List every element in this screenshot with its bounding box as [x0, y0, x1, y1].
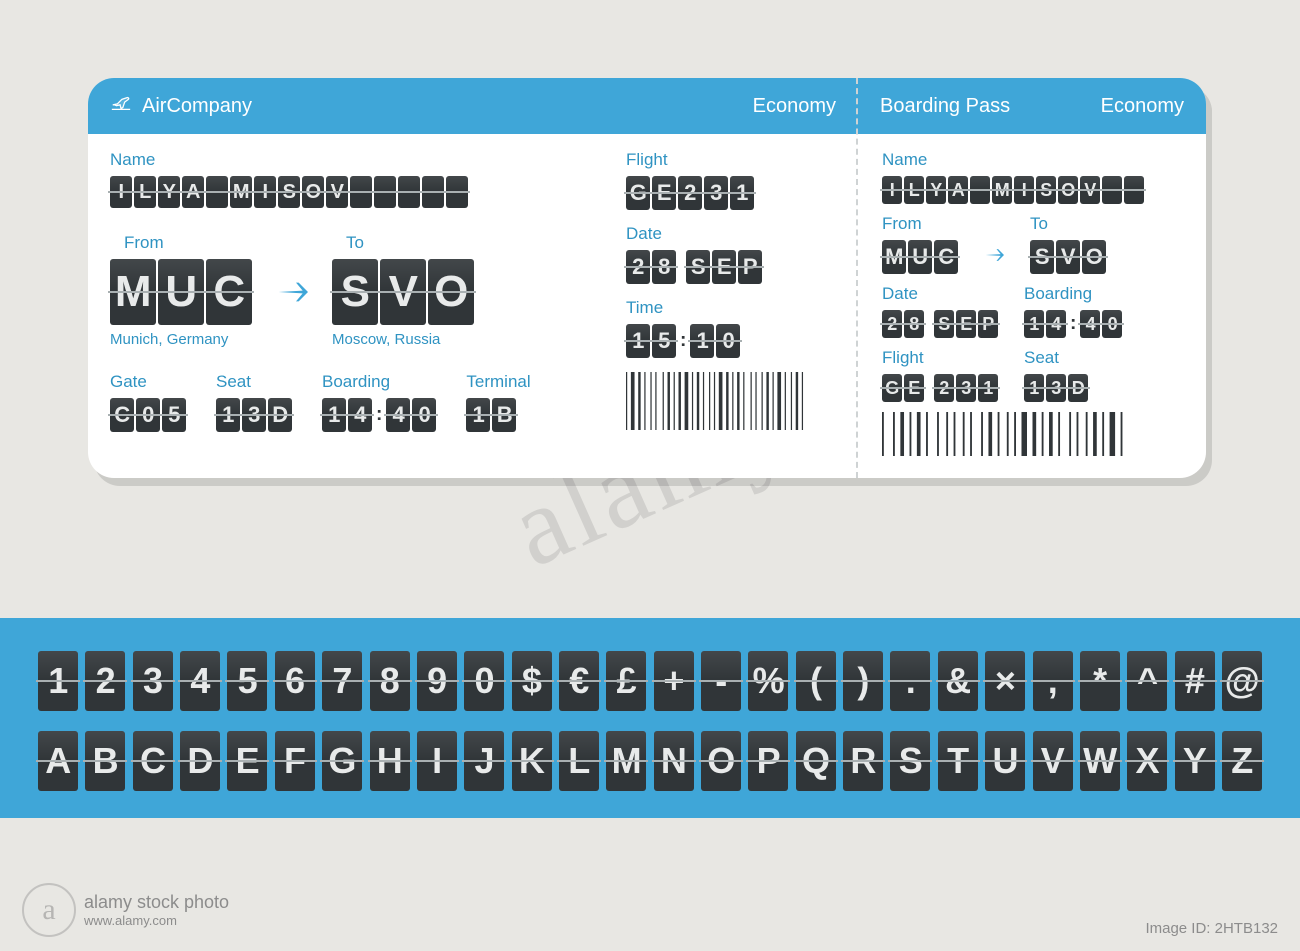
label-terminal: Terminal: [466, 372, 530, 392]
stub-date: 28SEP: [882, 310, 998, 338]
stub-label-name: Name: [882, 150, 1186, 170]
label-from: From: [124, 233, 252, 253]
from-city: Munich, Germany: [110, 331, 252, 348]
stub-label-from: From: [882, 214, 958, 234]
stock-url: www.alamy.com: [84, 913, 229, 928]
canvas: alamy AirCompany Economy Name: [0, 0, 1300, 951]
travel-class: Economy: [753, 95, 836, 118]
flight-value: GE231: [626, 176, 836, 210]
airplane-icon: [276, 259, 308, 325]
stub-airplane-icon: [984, 238, 1004, 272]
alamy-logo-icon: a: [22, 883, 76, 937]
terminal-value: 1B: [466, 398, 530, 432]
label-to: To: [346, 233, 474, 253]
stock-footer-left: a alamy stock photo www.alamy.com: [22, 883, 229, 937]
to-city: Moscow, Russia: [332, 331, 474, 348]
to-code: SVO: [332, 259, 474, 325]
barcode-stub: [882, 412, 1186, 461]
font-specimen-panel: 1234567890$€£+-%().&×,*^#@ ABCDEFGHIJKLM…: [0, 618, 1300, 818]
stock-image-id: Image ID: 2HTB132: [1145, 920, 1278, 937]
label-name: Name: [110, 150, 610, 170]
stock-label: alamy stock photo: [84, 892, 229, 913]
stub-label-boarding: Boarding: [1024, 284, 1122, 304]
from-code: MUC: [110, 259, 252, 325]
boarding-pass: AirCompany Economy Name ILYAMISOV Flig: [88, 78, 1206, 478]
ticket-stub: Boarding Pass Economy Name ILYAMISOV Fro…: [858, 78, 1206, 478]
airplane-takeoff-icon: [110, 92, 142, 120]
label-time: Time: [626, 298, 836, 318]
barcode-main: [626, 372, 836, 435]
airline-name: AirCompany: [142, 95, 252, 118]
time-value: 15:10: [626, 324, 836, 358]
name-value: ILYAMISOV: [110, 176, 610, 208]
font-row-symbols: 1234567890$€£+-%().&×,*^#@: [38, 651, 1262, 711]
stub-label-to: To: [1030, 214, 1106, 234]
stub-name: ILYAMISOV: [882, 176, 1186, 204]
font-row-letters: ABCDEFGHIJKLMNOPQRSTUVWXYZ: [38, 731, 1262, 791]
stub-label-flight: Flight: [882, 348, 998, 368]
label-seat: Seat: [216, 372, 292, 392]
label-gate: Gate: [110, 372, 186, 392]
stub-class: Economy: [1101, 95, 1184, 118]
label-boarding: Boarding: [322, 372, 436, 392]
ticket-main-header: AirCompany Economy: [88, 78, 858, 134]
gate-value: C05: [110, 398, 186, 432]
stub-flight: GE231: [882, 374, 998, 402]
seat-value: 13D: [216, 398, 292, 432]
stub-title: Boarding Pass: [880, 95, 1010, 118]
stub-label-seat: Seat: [1024, 348, 1088, 368]
ticket-main: AirCompany Economy Name ILYAMISOV Flig: [88, 78, 858, 478]
boarding-value: 14:40: [322, 398, 436, 432]
stub-label-date: Date: [882, 284, 998, 304]
stub-to: SVO: [1030, 240, 1106, 274]
label-flight: Flight: [626, 150, 836, 170]
date-value: 28SEP: [626, 250, 836, 284]
stub-seat: 13D: [1024, 374, 1088, 402]
label-date: Date: [626, 224, 836, 244]
stub-boarding: 14:40: [1024, 310, 1122, 338]
stub-from: MUC: [882, 240, 958, 274]
ticket-stub-header: Boarding Pass Economy: [858, 78, 1206, 134]
